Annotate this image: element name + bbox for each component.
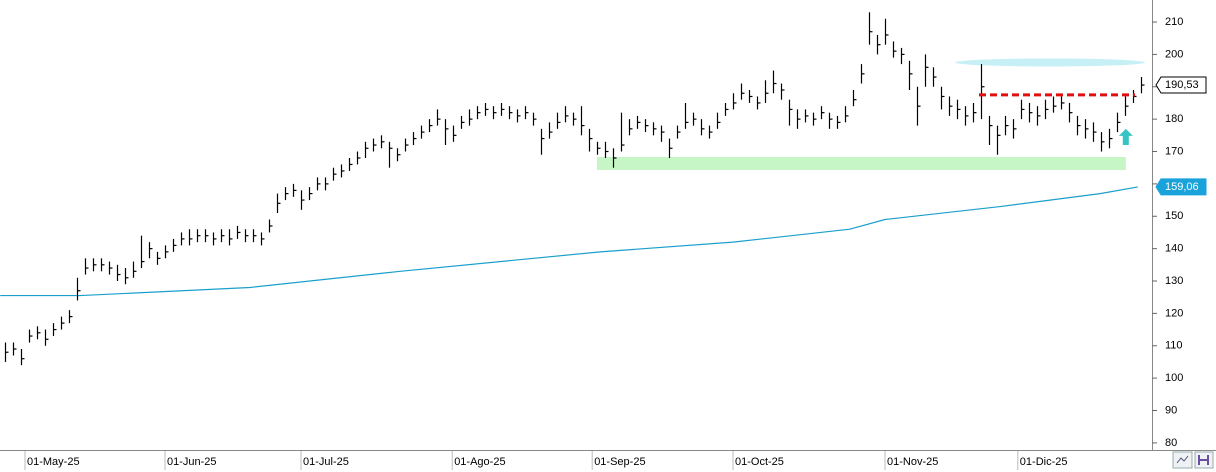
x-tick-label: 01-Jun-25 xyxy=(167,456,217,468)
support-zone xyxy=(597,157,1126,170)
y-tick-label: 210 xyxy=(1165,16,1183,28)
y-tick-label: 170 xyxy=(1165,145,1183,157)
x-tick-label: 01-Sep-25 xyxy=(594,456,645,468)
y-tick-label: 150 xyxy=(1165,210,1183,222)
y-tick-label: 90 xyxy=(1165,404,1177,416)
x-tick-label: 01-Jul-25 xyxy=(303,456,349,468)
x-tick-label: 01-Oct-25 xyxy=(735,456,784,468)
zoom-icon xyxy=(1176,455,1189,464)
price-label-box xyxy=(1155,76,1207,94)
moving-average-line xyxy=(0,186,1138,297)
x-tick-label: 01-Dic-25 xyxy=(1020,456,1068,468)
y-tick-label: 180 xyxy=(1165,113,1183,125)
price-label-box xyxy=(1155,178,1207,196)
y-tick-label: 130 xyxy=(1165,275,1183,287)
up-arrow xyxy=(1118,128,1133,146)
y-tick-label: 100 xyxy=(1165,372,1183,384)
y-tick-label: 110 xyxy=(1165,340,1183,352)
y-tick-label: 140 xyxy=(1165,243,1183,255)
price-label: 190,53 xyxy=(1165,79,1199,91)
y-tick-label: 200 xyxy=(1165,48,1183,60)
price-label: 159,06 xyxy=(1165,181,1199,193)
x-tick-label: 01-May-25 xyxy=(27,456,80,468)
toolbar xyxy=(1172,451,1214,469)
plot-area xyxy=(0,12,1145,366)
save-icon xyxy=(1198,455,1209,465)
y-tick-label: 120 xyxy=(1165,307,1183,319)
x-tick-label: 01-Ago-25 xyxy=(454,456,505,468)
y-tick-label: 80 xyxy=(1165,437,1177,449)
resistance-ellipse xyxy=(955,58,1145,67)
x-tick-label: 01-Nov-25 xyxy=(887,456,938,468)
